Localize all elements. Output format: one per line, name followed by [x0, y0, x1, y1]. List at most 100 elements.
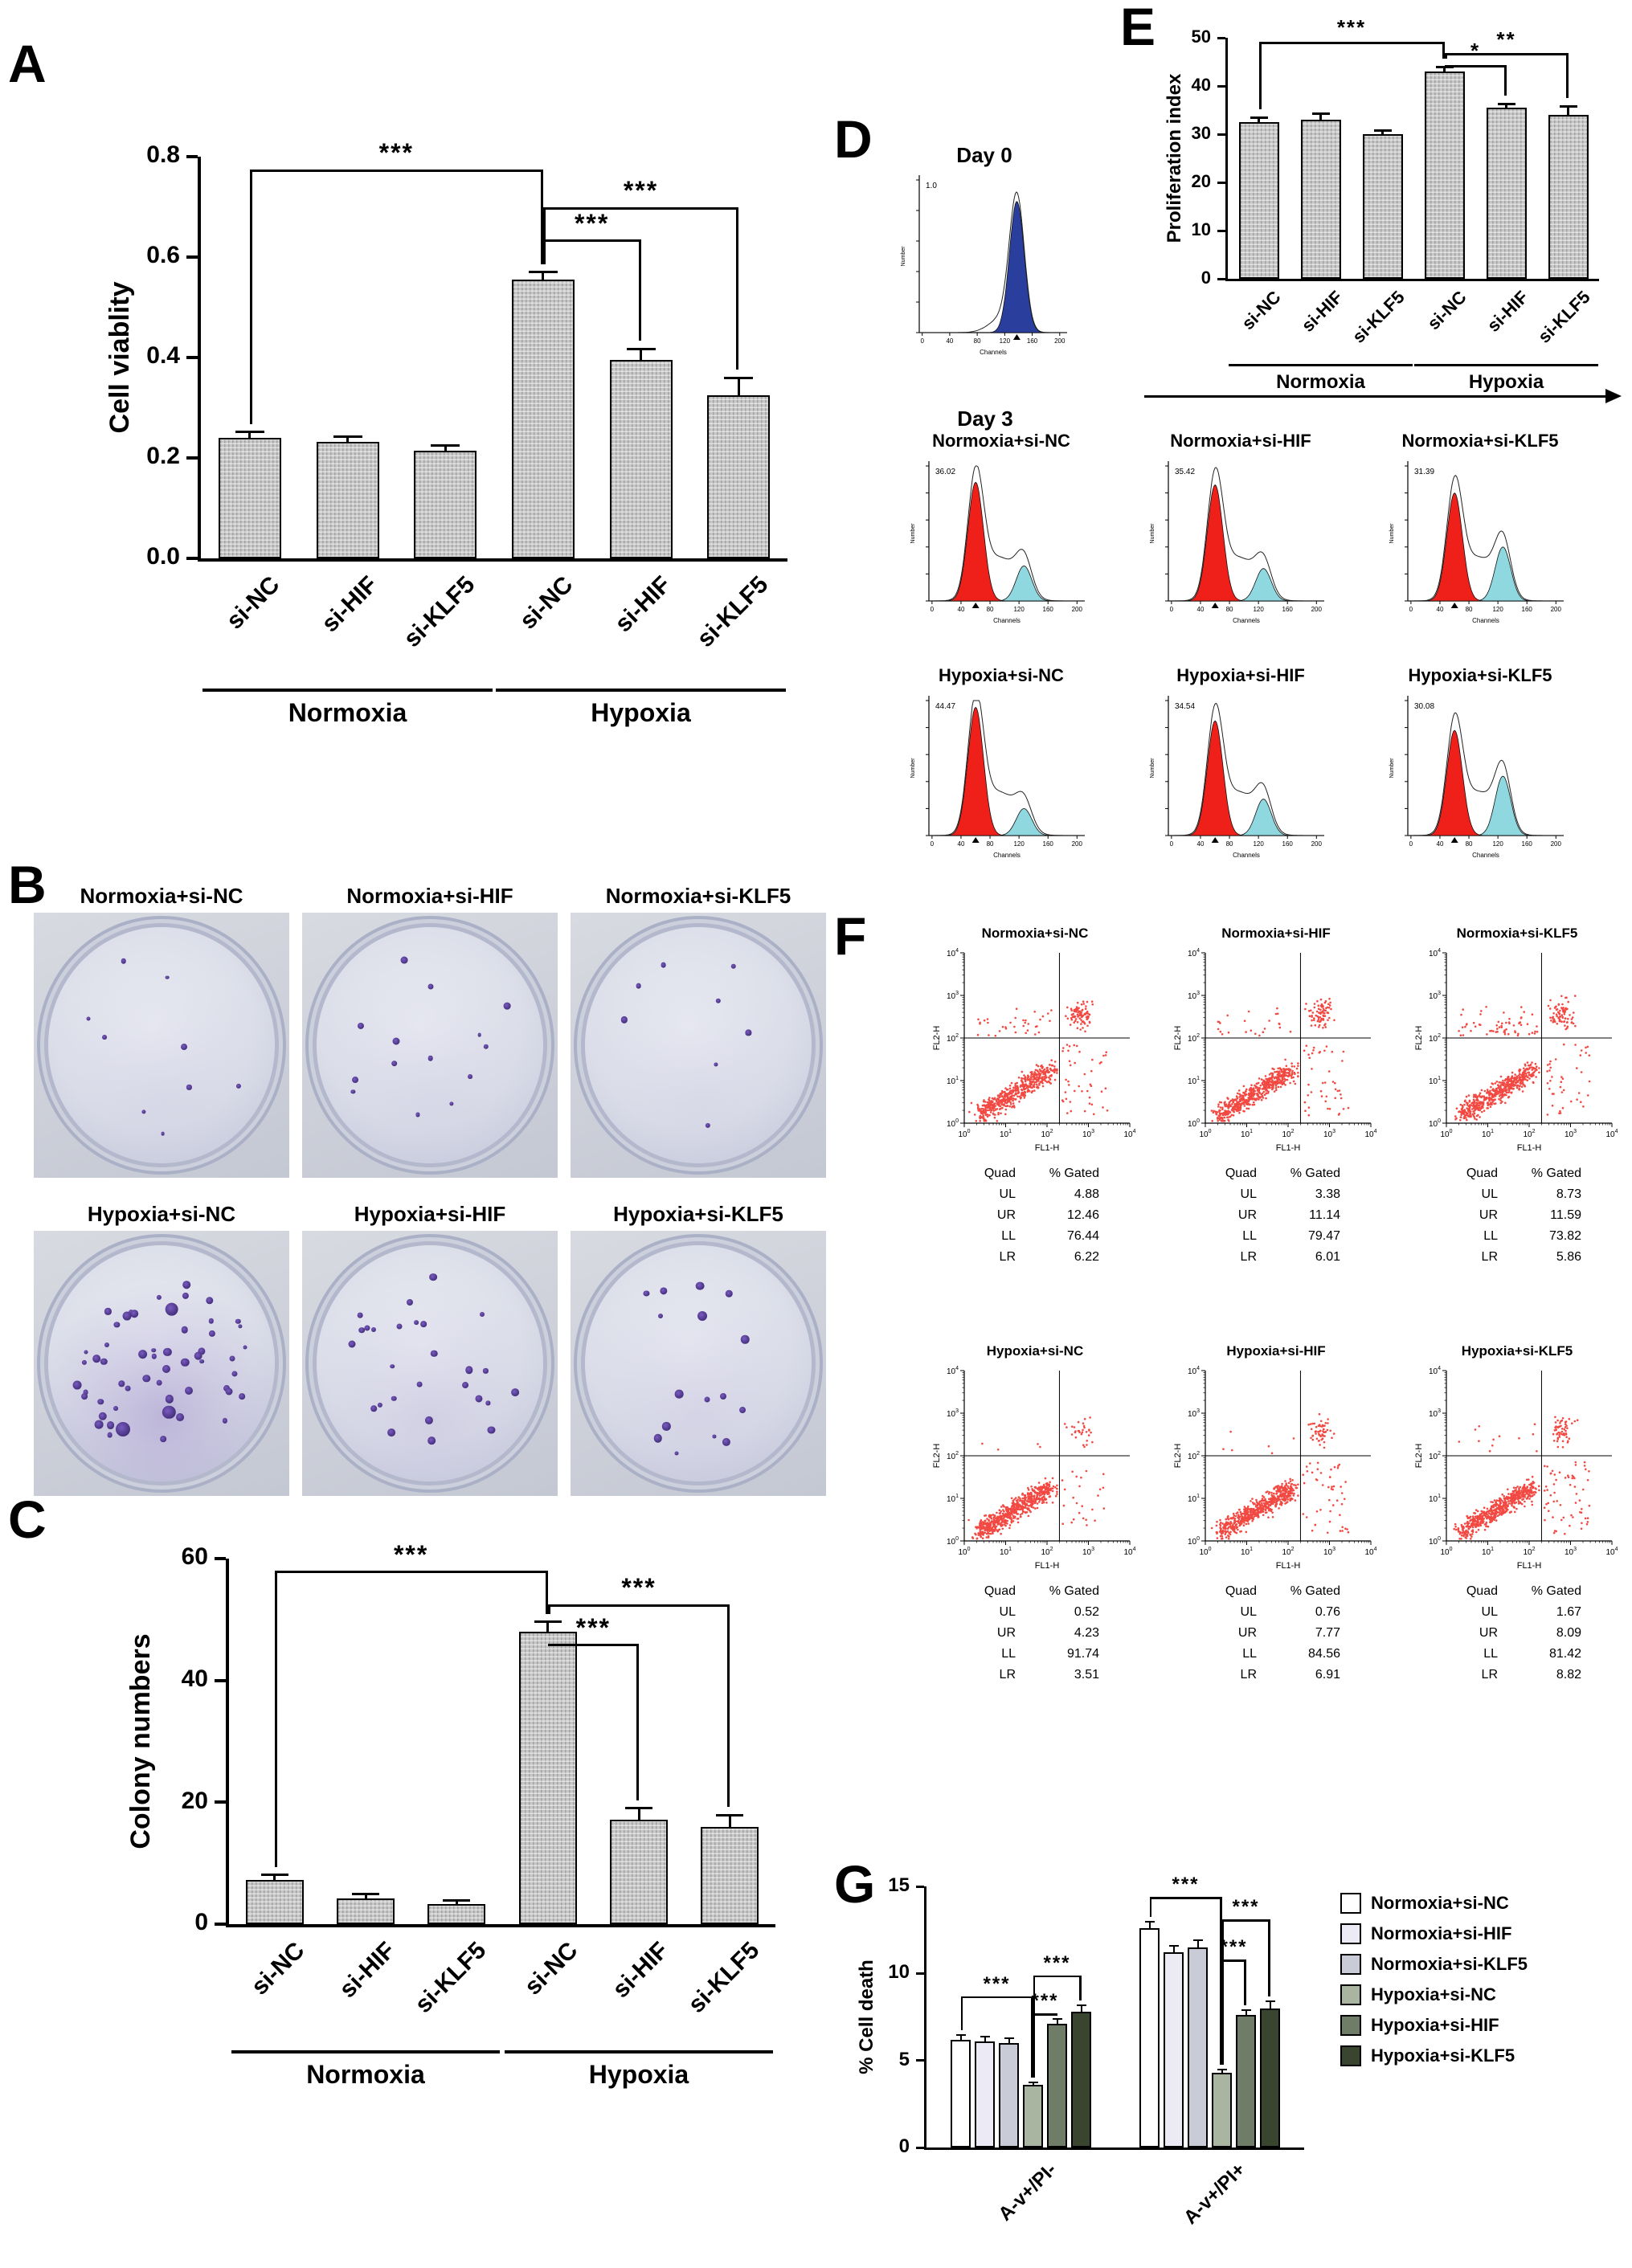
crystal-violet-stain	[48, 927, 275, 1163]
colony-dot	[121, 958, 127, 964]
svg-text:102: 102	[947, 1033, 959, 1044]
svg-text:200: 200	[1551, 840, 1562, 848]
significance-drop	[1079, 1975, 1082, 2001]
colony-dot	[636, 983, 641, 989]
error-bar	[1080, 2005, 1082, 2012]
error-bar-cap	[352, 1893, 379, 1896]
colony-dot	[82, 1359, 88, 1365]
y-tick-label: 0	[194, 1909, 208, 1936]
quad-cell-label: LR	[999, 1250, 1016, 1264]
quad-table-row: UR 4.23	[963, 1623, 1107, 1644]
day3-histogram: 0 40 80 120 160 200 36.02 Channels Number	[908, 455, 1093, 628]
significance-line	[1221, 1959, 1246, 1962]
colony-dot	[387, 1428, 396, 1437]
y-axis-title: FL2-H	[932, 1444, 942, 1469]
y-tick	[916, 1972, 924, 1975]
error-bar	[640, 349, 642, 361]
colony-dot	[141, 1109, 146, 1114]
colony-dot	[84, 1350, 88, 1355]
culture-dish	[585, 927, 812, 1163]
scatter-plot: 100 100 101 101 102 102 103 103 104 104 FL1-H FL2-H	[1413, 1363, 1622, 1573]
significance-line	[960, 1996, 1033, 1998]
svg-text:104: 104	[1605, 1547, 1618, 1557]
colony-dot	[741, 1335, 750, 1344]
svg-text:100: 100	[1440, 1547, 1452, 1557]
significance-stars: ***	[1336, 15, 1367, 40]
colony-dot	[431, 1350, 438, 1358]
secondary-peak	[929, 565, 1085, 602]
colony-dot	[163, 1348, 172, 1357]
svg-text:103: 103	[1082, 1547, 1094, 1557]
error-bar	[1567, 106, 1569, 115]
percent-annotation: 35.42	[1175, 468, 1195, 476]
y-tick	[1217, 229, 1225, 232]
quad-cell-value: 6.22	[1074, 1250, 1099, 1264]
y-axis	[1225, 38, 1228, 281]
colony-dot	[643, 1290, 649, 1297]
significance-drop	[1244, 1959, 1246, 2005]
bar	[701, 1826, 759, 1924]
scatter-points	[1454, 995, 1591, 1122]
quad-cell-value: % Gated	[1290, 1167, 1340, 1180]
significance-drop	[274, 1571, 277, 1867]
quad-cell-value: 76.44	[1066, 1229, 1099, 1243]
colony-dot	[137, 1349, 148, 1359]
svg-text:104: 104	[1188, 1366, 1200, 1376]
quad-cell-value: 1.67	[1556, 1605, 1581, 1619]
colony-dot	[235, 1318, 241, 1325]
quad-table-row: LR 8.82	[1445, 1665, 1589, 1686]
colony-dot	[243, 1345, 247, 1350]
envelope-curve	[1408, 712, 1564, 836]
bar	[316, 442, 379, 558]
legend-swatch	[1340, 2045, 1361, 2066]
group-underline	[496, 689, 786, 692]
y-tick-label: 0.2	[146, 443, 180, 470]
error-bar	[1505, 104, 1507, 108]
significance-drop	[1220, 1897, 1222, 2065]
quad-table-row: LL 81.42	[1445, 1644, 1589, 1665]
x-axis	[226, 1924, 775, 1927]
svg-text:80: 80	[987, 840, 994, 848]
y-axis-title: Number	[1389, 758, 1395, 778]
y-axis-title: Number	[1150, 523, 1155, 544]
colony-dot	[420, 1321, 427, 1327]
colony-dot	[449, 1101, 454, 1106]
error-bar-cap	[955, 2034, 966, 2037]
quad-cell-value: % Gated	[1049, 1167, 1099, 1180]
colony-dot	[223, 1418, 228, 1424]
significance-stars: ***	[1031, 1990, 1059, 2013]
significance-stars: ***	[378, 138, 414, 168]
colony-dot	[156, 1294, 162, 1301]
significance-stars: ***	[621, 1573, 656, 1603]
day3-flow-histogram: 0 40 80 120 160 200 34.54 Channels Number	[1150, 696, 1324, 859]
colony-dot	[151, 1353, 157, 1359]
quad-table-header: Quad % Gated	[1445, 1581, 1589, 1602]
dish-photo	[571, 1231, 826, 1496]
panel-d-label: D	[834, 109, 873, 169]
colony-dot	[206, 1296, 214, 1305]
gate-marker	[1450, 837, 1458, 843]
gate-marker	[1012, 334, 1021, 340]
colony-dot	[653, 1433, 662, 1443]
svg-text:160: 160	[1282, 606, 1294, 613]
significance-stars: ***	[393, 1539, 429, 1569]
colony-dot	[429, 1273, 438, 1281]
colony-dot	[739, 1406, 746, 1413]
quad-table-row: UL 0.52	[963, 1602, 1107, 1623]
error-bar-cap	[1076, 2004, 1086, 2007]
histogram-title: Hypoxia+si-HIF	[1176, 665, 1305, 685]
error-bar	[455, 1900, 458, 1904]
y-tick	[215, 1557, 226, 1560]
crystal-violet-stain	[585, 927, 812, 1163]
dish-label: Hypoxia+si-HIF	[354, 1202, 506, 1226]
error-bar-cap	[260, 1874, 288, 1877]
significance-drop	[545, 1571, 548, 1614]
colony-dot	[391, 1060, 398, 1067]
error-bar-cap	[1497, 102, 1515, 105]
panel-a-label: A	[8, 34, 47, 93]
error-bar-cap	[1217, 2068, 1227, 2070]
error-bar-cap	[443, 1898, 471, 1902]
percent-annotation: 44.47	[935, 702, 955, 711]
